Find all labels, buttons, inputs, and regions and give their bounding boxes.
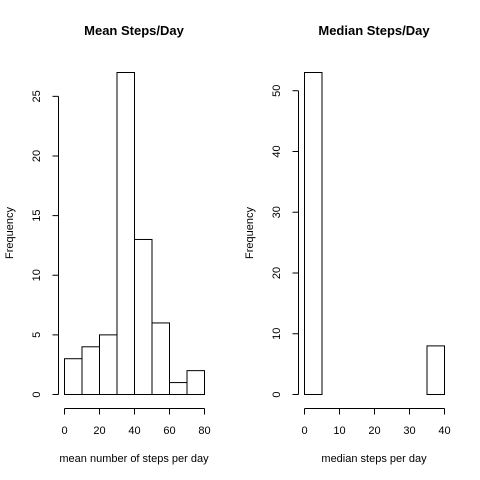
x-tick-label: 20 xyxy=(368,425,380,437)
x-tick-label: 60 xyxy=(163,425,175,437)
y-tick-label: 5 xyxy=(31,332,43,338)
histogram-bar xyxy=(116,72,135,395)
x-tick-label: 40 xyxy=(438,425,450,437)
y-tick-label: 30 xyxy=(271,206,283,218)
histogram-bar xyxy=(81,346,100,395)
x-axis: 0 20 40 60 80 xyxy=(61,408,211,437)
y-tick-label: 25 xyxy=(31,90,43,102)
y-tick-label: 15 xyxy=(31,209,43,221)
x-tick-label: 30 xyxy=(403,425,415,437)
x-tick-label: 0 xyxy=(301,425,307,437)
x-tick-label: 40 xyxy=(128,425,140,437)
y-tick-label: 20 xyxy=(31,150,43,162)
histogram-bar xyxy=(169,382,188,395)
panel-title: Median Steps/Day xyxy=(318,23,430,38)
bars-group xyxy=(304,72,445,396)
histogram-bar xyxy=(186,370,205,396)
y-tick-label: 10 xyxy=(271,328,283,340)
x-tick-label: 20 xyxy=(93,425,105,437)
histogram-bar xyxy=(151,322,170,396)
y-tick-label: 50 xyxy=(271,85,283,97)
x-axis: 0 10 20 30 40 xyxy=(301,408,451,437)
x-tick-label: 80 xyxy=(198,425,210,437)
bars-group xyxy=(64,72,205,396)
y-axis-label: Frequency xyxy=(244,207,256,259)
histogram-bar xyxy=(426,345,445,396)
y-axis: 0 10 20 30 40 50 xyxy=(271,85,299,398)
histogram-bar xyxy=(64,358,83,396)
histogram-bar xyxy=(304,72,323,395)
median-steps-panel: Median Steps/Day median steps per day Fr… xyxy=(244,23,451,465)
x-tick-label: 0 xyxy=(61,425,67,437)
panel-title: Mean Steps/Day xyxy=(84,23,184,38)
histogram-bar xyxy=(99,334,118,395)
y-tick-label: 0 xyxy=(271,391,283,397)
y-tick-label: 20 xyxy=(271,267,283,279)
x-axis-label: mean number of steps per day xyxy=(59,453,209,465)
y-tick-label: 0 xyxy=(31,391,43,397)
y-axis-label: Frequency xyxy=(4,207,16,259)
x-axis-label: median steps per day xyxy=(321,453,427,465)
y-tick-label: 10 xyxy=(31,269,43,281)
mean-steps-panel: Mean Steps/Day mean number of steps per … xyxy=(4,23,211,465)
histogram-bar xyxy=(134,238,153,395)
y-axis: 0 5 10 15 20 25 xyxy=(31,90,59,398)
y-tick-label: 40 xyxy=(271,145,283,157)
x-tick-label: 10 xyxy=(333,425,345,437)
